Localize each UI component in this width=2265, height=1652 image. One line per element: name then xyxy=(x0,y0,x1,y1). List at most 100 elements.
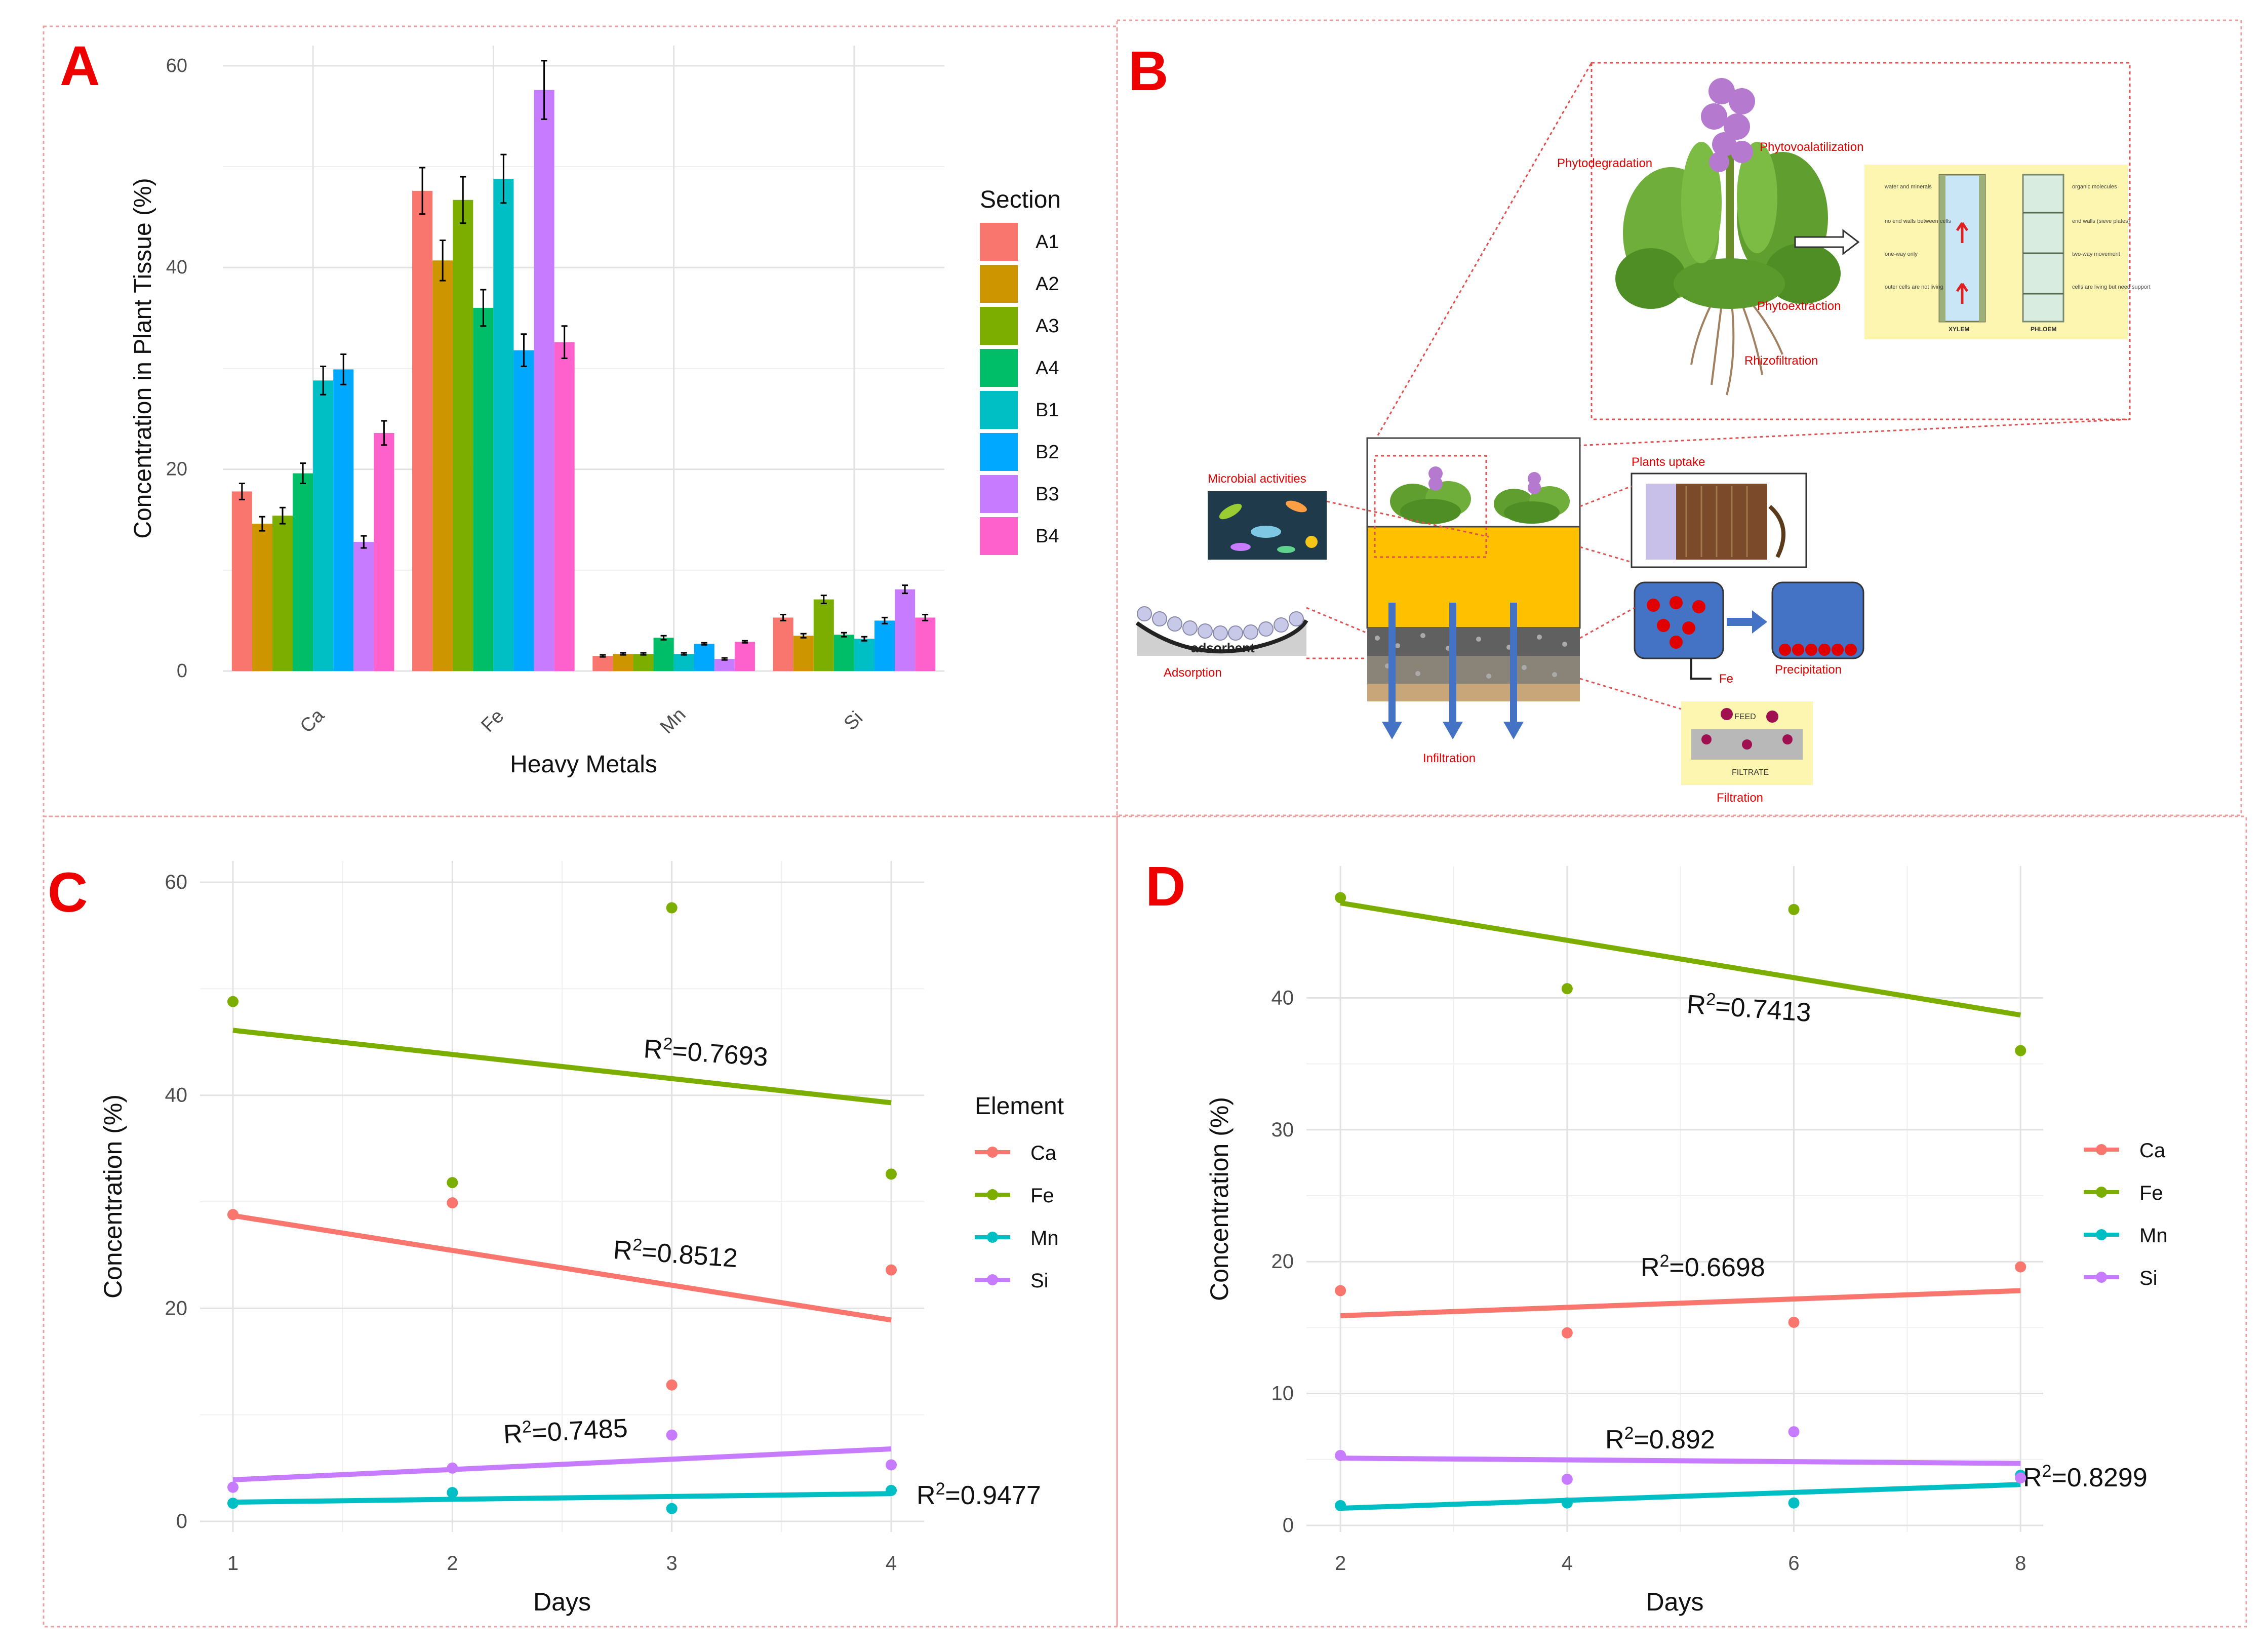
legend-dot xyxy=(2096,1272,2107,1283)
trend-line xyxy=(232,1213,892,1323)
xylem-note-2: no end walls between cells xyxy=(1885,218,1951,224)
data-point xyxy=(227,1498,239,1509)
trend-line xyxy=(232,1028,892,1106)
error-bar xyxy=(721,657,728,661)
xylem-phloem-diagram: XYLEM PHLOEM water and minerals no end w… xyxy=(1864,165,2151,339)
data-point xyxy=(227,1481,239,1493)
error-bar xyxy=(922,613,929,621)
trend-line xyxy=(1340,900,2021,1018)
legend-label: B3 xyxy=(1036,484,1059,505)
x-tick-label: 6 xyxy=(1788,1552,1799,1575)
bar xyxy=(895,589,916,671)
legend-dot xyxy=(987,1232,998,1243)
error-bar xyxy=(521,333,527,367)
y-tick-label: 0 xyxy=(176,1510,187,1532)
bar xyxy=(613,654,633,671)
error-bar xyxy=(701,642,707,646)
phloem-note-4: cells are living but need support xyxy=(2072,284,2151,290)
legend-label: Ca xyxy=(2139,1139,2166,1162)
bar xyxy=(714,659,735,671)
data-point xyxy=(1335,1449,1346,1461)
panel-label-b: B xyxy=(1128,40,1168,102)
r2-label: R2=0.7693 xyxy=(643,1033,769,1072)
bar xyxy=(833,635,854,671)
legend-swatch xyxy=(980,517,1018,555)
y-tick-label: 20 xyxy=(1271,1250,1294,1273)
data-point xyxy=(1788,1497,1800,1509)
y-tick-label: 20 xyxy=(165,1297,188,1319)
r2-label: R2=0.892 xyxy=(1605,1424,1715,1454)
data-point xyxy=(666,902,678,914)
bar xyxy=(813,599,834,671)
legend-label: A2 xyxy=(1036,273,1059,295)
y-tick-label: 40 xyxy=(1271,987,1294,1009)
bar xyxy=(272,516,293,671)
precipitation-icon xyxy=(1634,581,1864,680)
legend-label: Si xyxy=(2139,1267,2158,1289)
y-axis-title: Concentration in Plant Tissue (%) xyxy=(130,178,156,538)
panel-b-border xyxy=(1116,19,2242,816)
bar xyxy=(633,654,654,671)
legend-label: B2 xyxy=(1036,442,1059,463)
r2-label: R2=0.7413 xyxy=(1686,988,1812,1028)
y-axis-title: Concentration (%) xyxy=(99,1094,127,1299)
label-phytovolatilization: Phytovoalatilization xyxy=(1760,140,1863,154)
panel-label-a: A xyxy=(60,35,100,97)
root-cross-section-icon xyxy=(1631,473,1807,568)
bar xyxy=(915,617,936,671)
zoom-line-left xyxy=(1374,62,1593,441)
phloem-note-1: organic molecules xyxy=(2072,184,2117,190)
error-bar xyxy=(640,652,647,656)
x-tick-label: Ca xyxy=(296,704,329,737)
bar xyxy=(793,636,814,671)
legend-label: Fe xyxy=(2139,1182,2163,1204)
bar xyxy=(592,656,613,671)
x-tick-label: Fe xyxy=(477,705,508,736)
legend-dot xyxy=(987,1147,998,1158)
x-tick-label: 2 xyxy=(447,1552,458,1575)
x-tick-label: 8 xyxy=(2015,1552,2026,1575)
legend-swatch xyxy=(980,433,1018,471)
y-axis-title: Concentration (%) xyxy=(1205,1097,1234,1301)
data-point xyxy=(1788,1316,1800,1328)
x-axis-title: Days xyxy=(1646,1588,1704,1616)
y-tick-label: 60 xyxy=(166,55,187,76)
label-phloem: PHLOEM xyxy=(2031,326,2056,333)
x-axis-title: Days xyxy=(533,1588,591,1616)
plant-zoom-box xyxy=(1591,62,2131,420)
phloem-note-2: end walls (sieve plates) xyxy=(2072,218,2130,224)
legend-swatch xyxy=(980,475,1018,513)
error-bar xyxy=(820,595,827,605)
label-filtration: Filtration xyxy=(1717,791,1763,805)
error-bar xyxy=(861,636,867,642)
error-bar xyxy=(660,635,667,641)
x-tick-label: 4 xyxy=(886,1552,897,1575)
label-infiltration: Infiltration xyxy=(1423,752,1476,765)
r2-label: R2=0.7485 xyxy=(502,1412,628,1449)
data-point xyxy=(1561,983,1573,995)
x-tick-label: Si xyxy=(840,707,867,735)
legend-label: Mn xyxy=(1030,1227,1059,1249)
data-point xyxy=(1335,892,1346,903)
panel-a-border xyxy=(43,25,1118,817)
legend-swatch xyxy=(980,307,1018,345)
error-bar xyxy=(780,613,786,621)
legend-label: B4 xyxy=(1036,526,1059,547)
bar xyxy=(453,200,473,672)
panel-borders xyxy=(43,19,2247,1628)
x-tick-label: Mn xyxy=(656,704,690,738)
label-filtrate: FILTRATE xyxy=(1732,768,1769,777)
legend-dot xyxy=(2096,1187,2107,1198)
xylem-note-4: outer cells are not living xyxy=(1885,284,1943,290)
legend-label: A3 xyxy=(1036,316,1059,337)
bar xyxy=(473,307,494,671)
bar xyxy=(374,432,394,671)
label-xylem: XYLEM xyxy=(1949,326,1969,333)
label-feed: FEED xyxy=(1734,713,1756,721)
error-bar xyxy=(440,239,446,282)
bar xyxy=(513,350,534,671)
legend-dot xyxy=(987,1189,998,1200)
data-point xyxy=(447,1487,458,1499)
data-point xyxy=(666,1503,678,1514)
legend-label: B1 xyxy=(1036,400,1059,421)
